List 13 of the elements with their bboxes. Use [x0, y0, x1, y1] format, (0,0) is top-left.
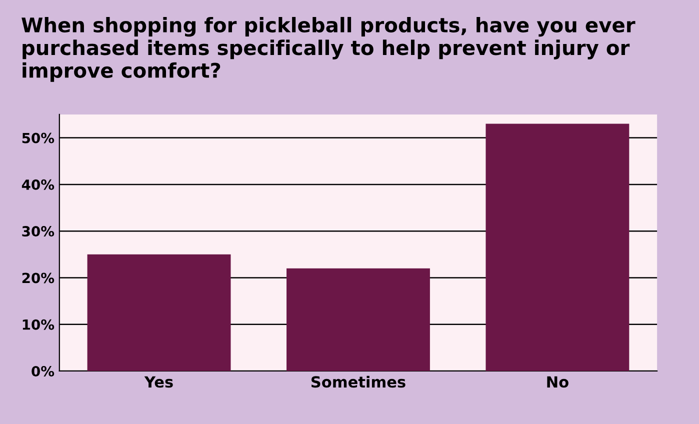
y-tick-label: 50% [22, 132, 54, 144]
chart-title: When shopping for pickleball products, have you ever purchased items specifically to help prevent injury or improve comfort? [22, 16, 636, 82]
x-tick-label: Sometimes [311, 376, 406, 388]
y-tick-label: 10% [22, 319, 54, 330]
bar [87, 254, 231, 371]
y-tick-label: 20% [22, 272, 54, 284]
x-tick-label: No [547, 376, 568, 388]
y-tick-label: 40% [22, 179, 54, 190]
x-tick-label: Yes [144, 376, 173, 388]
bar [286, 268, 430, 371]
bar [486, 124, 630, 371]
y-tick-label: 30% [22, 226, 54, 237]
y-tick-label: 0% [32, 366, 54, 376]
